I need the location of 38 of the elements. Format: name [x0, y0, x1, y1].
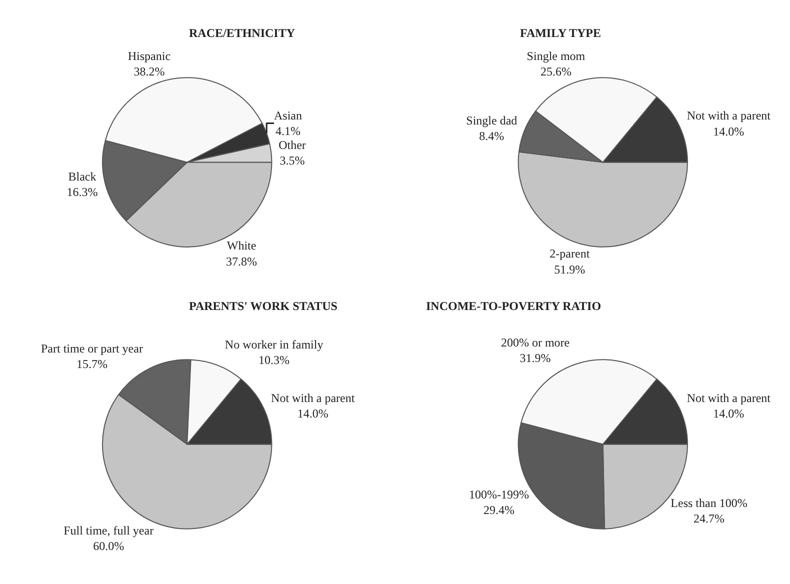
slice-label: 100%-199%	[468, 487, 529, 502]
data-label: 24.7%	[694, 512, 725, 526]
chart-title: PARENTS' WORK STATUS	[189, 299, 338, 313]
slice-label: 2-parent	[550, 246, 590, 261]
data-label: 51.9%	[554, 262, 586, 276]
slice-label: Not with a parent	[271, 390, 356, 405]
data-label: 60.0%	[93, 538, 124, 553]
slice-label: Part time or part year	[40, 341, 143, 356]
slice-label: Single dad	[466, 113, 518, 128]
chart-title: RACE/ETHNICITY	[189, 26, 296, 40]
slice-label: Asian	[274, 108, 302, 122]
slice-label: Single mom	[526, 48, 586, 63]
data-label: 4.1%	[276, 124, 300, 138]
slice-label: Full time, full year	[64, 523, 154, 538]
data-label: 10.3%	[258, 353, 290, 368]
data-label: 8.4%	[479, 129, 504, 144]
data-label: 14.0%	[713, 124, 744, 138]
data-label: 31.9%	[520, 351, 551, 366]
data-label: 14.0%	[713, 406, 744, 420]
slice-label: Black	[68, 169, 96, 184]
data-label: 37.8%	[226, 254, 258, 268]
chart-title: INCOME-TO-POVERTY RATIO	[426, 299, 602, 313]
data-label: 14.0%	[297, 406, 328, 420]
slice-label: Not with a parent	[686, 108, 772, 123]
slice-label: 200% or more	[500, 336, 570, 350]
data-label: 3.5%	[280, 154, 305, 168]
slice-label: Other	[278, 138, 306, 152]
slice-label: Less than 100%	[670, 496, 748, 510]
slice-label: Not with a parent	[686, 390, 772, 405]
data-label: 16.3%	[66, 185, 98, 200]
slice-label: Hispanic	[128, 48, 171, 63]
data-label: 38.2%	[134, 64, 165, 78]
data-label: 25.6%	[540, 64, 572, 78]
slice-label: White	[226, 238, 256, 253]
slice-label: No worker in family	[224, 338, 324, 352]
data-label: 15.7%	[76, 356, 108, 371]
chart-title: FAMILY TYPE	[520, 26, 602, 40]
data-label: 29.4%	[483, 503, 514, 517]
